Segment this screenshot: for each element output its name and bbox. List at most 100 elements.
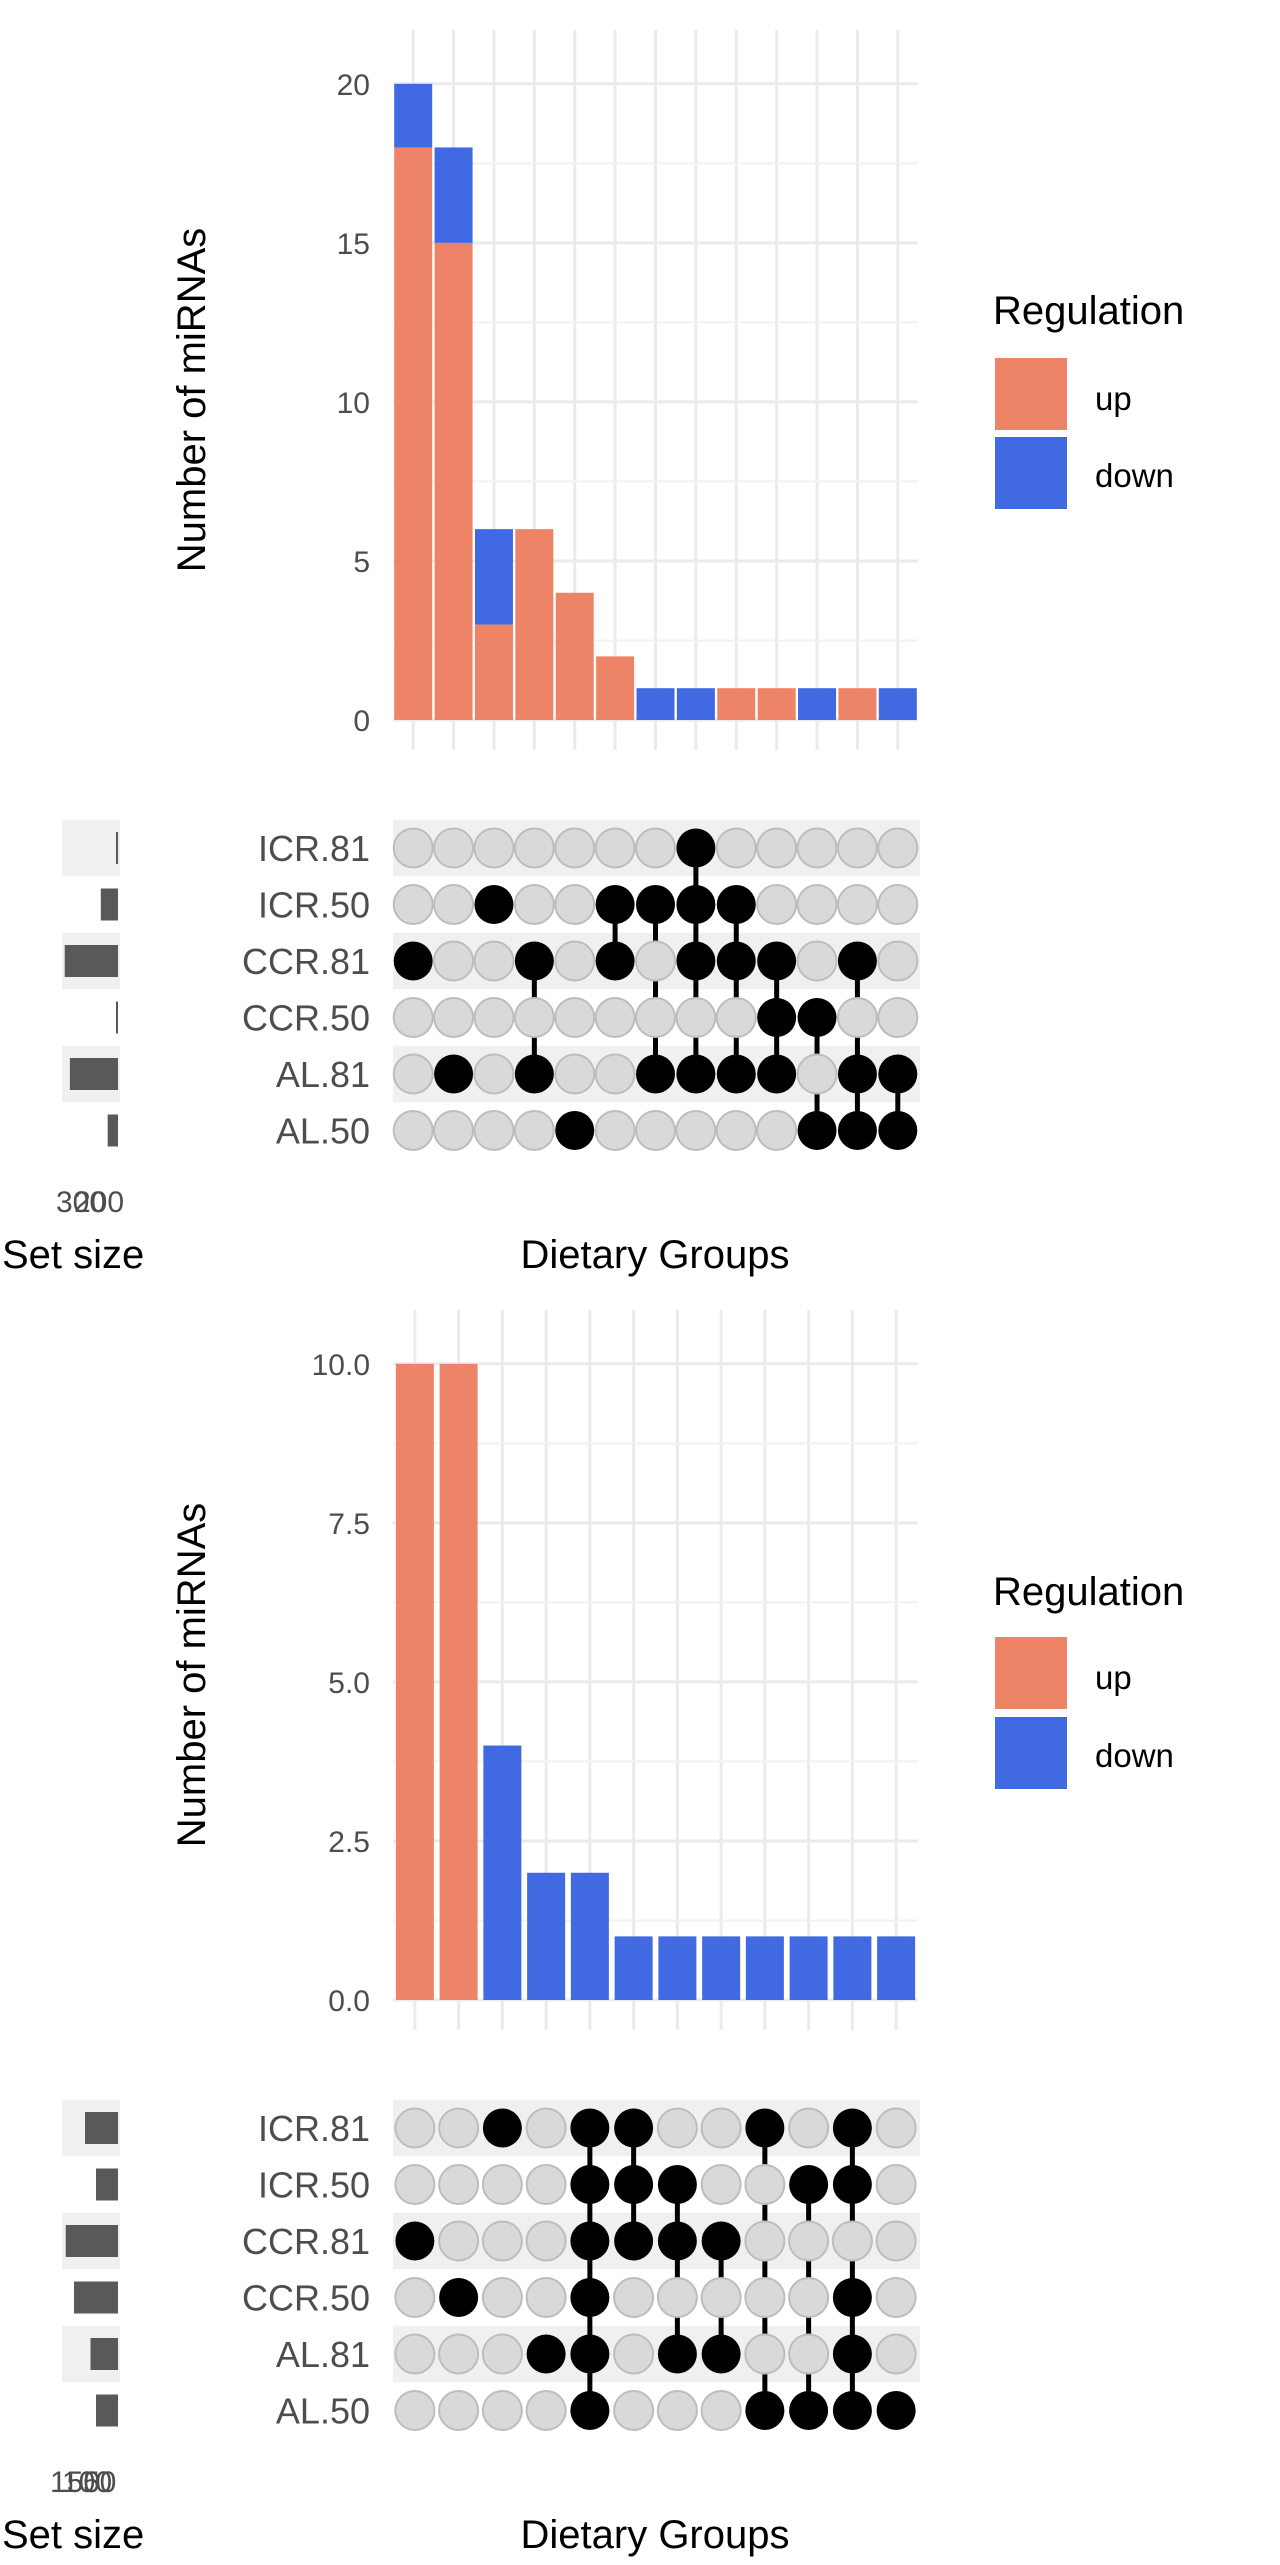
matrix-dot-inactive: [394, 2333, 436, 2375]
matrix-dot-inactive: [392, 1110, 434, 1151]
set-size-bar: [116, 1001, 118, 1034]
matrix-dot-inactive: [554, 884, 596, 925]
matrix-dot-inactive: [656, 2390, 698, 2431]
y-tick-label: 20: [337, 69, 370, 102]
set-label: AL.50: [276, 1111, 370, 1152]
matrix-dot-inactive: [594, 1053, 636, 1095]
matrix-dot-inactive: [392, 884, 434, 925]
matrix-dot-inactive: [877, 827, 919, 869]
matrix-dot-active: [393, 941, 433, 981]
bar-up: [717, 688, 756, 720]
bar-down: [878, 688, 917, 720]
matrix-dot-inactive: [613, 2333, 655, 2375]
matrix-dot-inactive: [656, 2107, 698, 2149]
set-labels: ICR.81 ICR.50 CCR.81 CCR.50 AL.81 AL.50: [242, 2108, 370, 2432]
matrix-dot-active: [676, 941, 716, 981]
matrix-dot-inactive: [554, 940, 596, 982]
bar-down: [658, 1936, 697, 2000]
matrix-dot-active: [832, 2334, 872, 2374]
matrix-dot-active: [514, 1054, 554, 1094]
matrix-dot-inactive: [836, 884, 878, 925]
matrix-dot-active: [474, 885, 514, 924]
y-tick-label: 0: [353, 705, 370, 738]
matrix-dot-inactive: [744, 2277, 786, 2318]
matrix-dot-inactive: [392, 997, 434, 1038]
matrix-dot-active: [636, 885, 675, 924]
set-label: ICR.81: [258, 828, 370, 869]
matrix-dot-inactive: [433, 827, 475, 869]
legend-swatch-up: [995, 358, 1067, 430]
set-size-tick-200: 200: [74, 1186, 124, 1219]
matrix-dot-inactive: [675, 997, 717, 1038]
legend-label-up: up: [1095, 380, 1132, 417]
matrix-dot-active: [832, 2278, 872, 2317]
matrix-dot-inactive: [796, 1053, 838, 1095]
set-size-bars: [65, 2112, 118, 2427]
x-axis-title: Dietary Groups: [521, 1233, 790, 1277]
bar-down: [833, 1936, 872, 2000]
legend-swatch-down: [995, 437, 1067, 509]
matrix-dot-inactive: [744, 2164, 786, 2205]
matrix-dot-inactive: [613, 2277, 655, 2318]
set-size-tick-50: 50: [83, 2466, 116, 2499]
bar-down: [789, 1936, 828, 2000]
matrix-dot-active: [595, 941, 635, 981]
matrix-dot-inactive: [635, 940, 676, 982]
bar-up: [757, 688, 796, 720]
matrix-dot-inactive: [513, 997, 555, 1038]
matrix-dot-inactive: [394, 2164, 436, 2205]
matrix-dot-inactive: [433, 884, 475, 925]
matrix-dot-active: [716, 1054, 756, 1094]
bar-down: [702, 1936, 741, 2000]
matrix-dot-inactive: [788, 2333, 830, 2375]
matrix-dot-inactive: [788, 2277, 830, 2318]
bar-up: [439, 1363, 478, 2000]
matrix-dot-inactive: [438, 2164, 480, 2205]
matrix-dot-active: [676, 828, 716, 868]
matrix-dot-inactive: [481, 2390, 523, 2431]
matrix-dot-active: [745, 2108, 785, 2148]
matrix-dot-inactive: [438, 2107, 480, 2149]
legend-label-down: down: [1095, 457, 1174, 494]
set-label: AL.50: [276, 2391, 370, 2432]
matrix-dot-inactive: [875, 2107, 917, 2149]
matrix-dot-inactive: [554, 997, 596, 1038]
matrix-dot-active: [716, 941, 756, 981]
matrix-dot-inactive: [700, 2390, 742, 2431]
matrix-dot-inactive: [635, 997, 676, 1038]
matrix-dot-inactive: [635, 827, 676, 869]
y-tick-label: 5: [353, 546, 370, 579]
matrix-dot-inactive: [875, 2164, 917, 2205]
matrix-dot-active: [757, 1054, 797, 1094]
matrix-dot-active: [832, 2165, 872, 2204]
matrix-dot-inactive: [594, 997, 636, 1038]
matrix-dot-inactive: [481, 2333, 523, 2375]
matrix-dot-active: [701, 2221, 741, 2261]
matrix-dot-active: [789, 2391, 829, 2430]
legend: Regulation up down: [993, 1570, 1184, 1789]
matrix-dot-active: [636, 1054, 675, 1094]
y-tick-label: 0.0: [328, 1985, 370, 2018]
bar-down: [636, 688, 675, 720]
bars: [395, 1363, 916, 2000]
matrix-dot-active: [878, 1111, 918, 1150]
y-tick-label: 5.0: [328, 1667, 370, 1700]
matrix-dot-inactive: [715, 827, 757, 869]
matrix-dot-inactive: [796, 827, 838, 869]
upset-chart-top: 0 5 10 15 20 Number of miRNAs Regulation up …: [2, 30, 1184, 1277]
matrix-dot-active: [570, 2334, 610, 2374]
matrix-dot-active: [837, 1054, 877, 1094]
bar-up: [596, 656, 635, 720]
matrix-dot-active: [716, 885, 756, 924]
set-size-bar: [65, 2225, 118, 2257]
matrix-dot-active: [876, 2391, 916, 2430]
matrix-dot-inactive: [438, 2390, 480, 2431]
matrix-dot-inactive: [875, 2220, 917, 2262]
matrix-dot-active: [676, 885, 716, 924]
legend-swatch-down: [995, 1717, 1067, 1789]
x-axis-title: Dietary Groups: [521, 2513, 790, 2557]
matrix-row-stripes: [62, 2099, 920, 2383]
matrix-dot-inactive: [831, 2220, 873, 2262]
matrix-dot-inactive: [796, 884, 838, 925]
matrix-dot-inactive: [788, 2220, 830, 2262]
